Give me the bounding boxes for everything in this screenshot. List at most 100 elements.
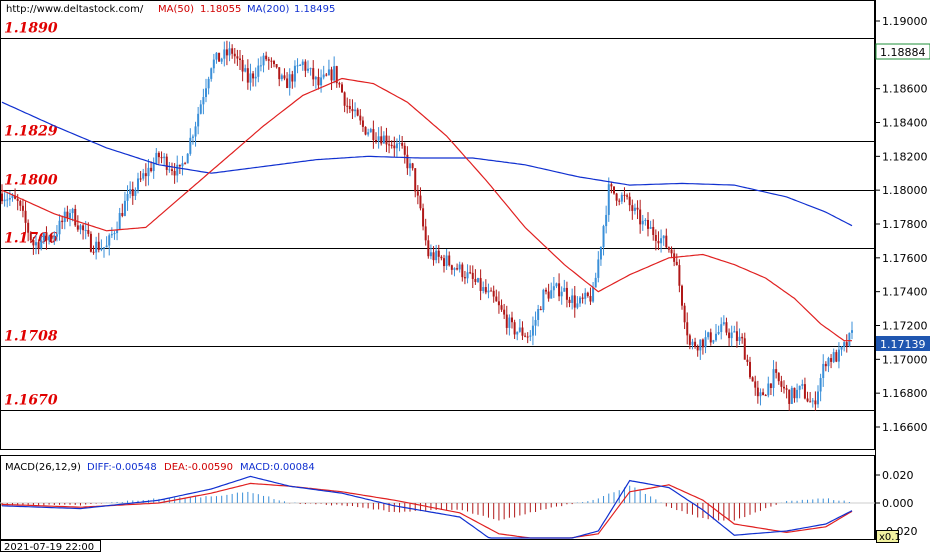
candle — [267, 56, 270, 70]
level-label: 1.1708 — [4, 329, 58, 345]
candle-body — [58, 220, 61, 235]
candle-body — [411, 163, 414, 169]
candle — [524, 332, 527, 338]
candle-body — [40, 240, 43, 249]
candle — [636, 200, 639, 220]
candle — [618, 198, 621, 206]
candle-body — [307, 68, 309, 71]
candle-body — [503, 309, 506, 315]
candle-body — [477, 278, 479, 282]
candle-body — [811, 400, 814, 402]
candle — [129, 181, 132, 199]
candle-body — [304, 61, 307, 71]
ma200-value: 1.18495 — [294, 4, 335, 15]
candle-body — [801, 384, 804, 386]
candle — [6, 191, 9, 208]
candle — [364, 126, 367, 136]
candle-body — [288, 74, 291, 88]
candle — [259, 56, 262, 72]
candle-body — [55, 234, 58, 237]
candle — [764, 394, 767, 397]
candle-body — [375, 139, 377, 141]
candle-body — [301, 61, 304, 65]
candle — [817, 385, 819, 408]
candle-body — [589, 295, 592, 302]
source-url[interactable]: http://www.deltastock.com/ — [6, 4, 144, 15]
candle-body — [416, 191, 419, 196]
candle-body — [144, 173, 147, 177]
candle-body — [131, 189, 134, 196]
price-axis: 1.190001.188001.186001.184001.182001.180… — [875, 15, 928, 434]
candle-body — [19, 200, 22, 206]
candle-body — [296, 65, 299, 67]
candle — [712, 339, 715, 344]
candle-body — [458, 264, 461, 270]
candle-body — [137, 178, 139, 190]
candle — [720, 317, 723, 340]
candle — [288, 68, 291, 96]
candle-body — [665, 235, 668, 248]
ma200-label: MA(200) — [247, 4, 289, 15]
candle-body — [662, 235, 665, 239]
candle-body — [322, 74, 325, 78]
candle — [205, 78, 207, 103]
candle — [539, 306, 542, 311]
candle — [304, 59, 307, 78]
candle — [814, 391, 817, 411]
candle-body — [508, 317, 511, 328]
candle-body — [725, 322, 728, 333]
price-tick: 1.18000 — [882, 184, 928, 197]
candle-body — [176, 164, 179, 176]
candle — [688, 333, 691, 350]
candle-body — [346, 105, 349, 107]
candle-body — [667, 247, 670, 250]
zoom-box[interactable] — [876, 530, 899, 543]
candle — [647, 212, 649, 237]
candle-body — [286, 78, 289, 88]
candle-body — [259, 65, 262, 67]
candle-body — [555, 283, 558, 287]
candle-body — [764, 395, 767, 397]
candle — [27, 219, 30, 242]
level-label: 1.1890 — [4, 21, 58, 37]
candle — [14, 188, 17, 200]
candle-body — [199, 104, 202, 114]
candle-body — [53, 236, 56, 239]
candle-body — [163, 156, 166, 159]
candle-body — [558, 283, 561, 297]
candle — [142, 168, 145, 181]
candle-body — [118, 213, 121, 230]
candle-body — [537, 309, 540, 320]
candle-body — [129, 189, 132, 195]
candle — [74, 204, 77, 227]
macd-panel-frame — [0, 455, 875, 540]
candle — [278, 67, 281, 87]
candle-body — [14, 195, 17, 199]
ma50-value: 1.18055 — [200, 4, 241, 15]
candle — [443, 254, 445, 273]
candle-body — [620, 194, 623, 202]
candle-body — [32, 240, 35, 246]
candle-body — [691, 341, 694, 345]
candle-body — [631, 205, 634, 211]
candle — [545, 287, 547, 295]
candle-body — [505, 314, 508, 328]
candle-body — [511, 317, 513, 323]
candle-body — [516, 331, 519, 335]
candle — [126, 185, 129, 211]
candle-body — [45, 232, 48, 241]
candle-body — [704, 337, 707, 348]
candle — [95, 236, 98, 260]
zoom-label[interactable]: x0.1 — [879, 532, 901, 543]
candle — [330, 66, 333, 90]
candle — [197, 106, 200, 135]
candle — [50, 232, 53, 244]
candle — [262, 52, 265, 73]
candle — [61, 215, 64, 230]
candle — [686, 312, 689, 345]
candle — [450, 264, 453, 275]
price-tick: 1.17000 — [882, 353, 928, 366]
candle — [343, 91, 346, 113]
candle — [1, 184, 3, 205]
